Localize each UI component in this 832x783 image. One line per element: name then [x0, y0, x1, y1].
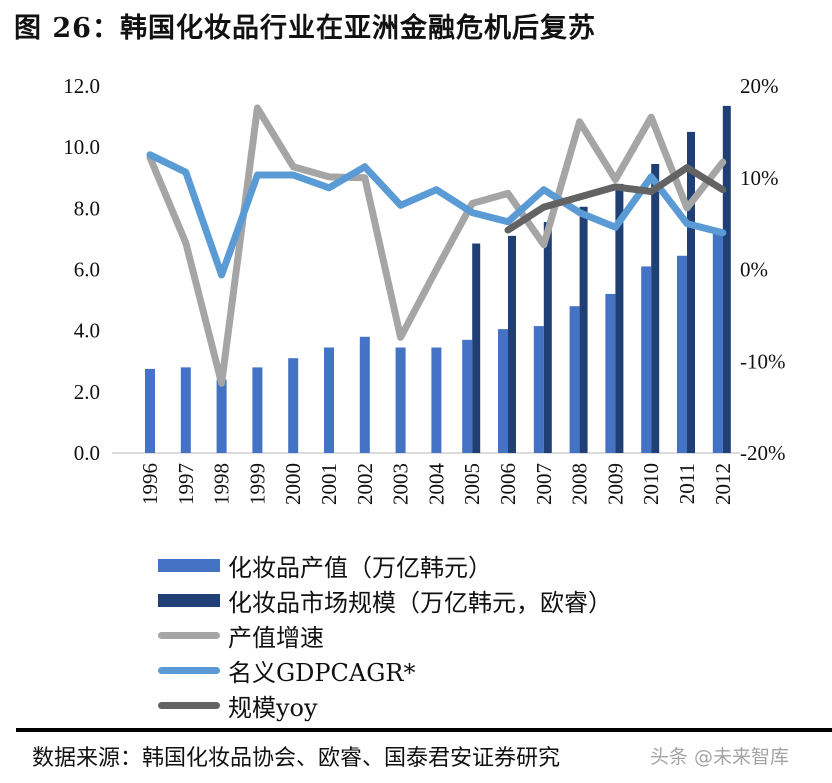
x-tick-label: 2007 — [532, 463, 556, 505]
legend-label: 产值增速 — [228, 624, 324, 652]
bar-production — [533, 326, 544, 453]
bar-market — [543, 222, 552, 453]
x-tick-label: 1999 — [245, 463, 269, 505]
x-tick-label: 2008 — [568, 463, 592, 505]
x-tick-label: 2005 — [460, 463, 484, 505]
bar-production — [324, 347, 334, 453]
x-tick-label: 2003 — [389, 463, 413, 505]
bar-production — [462, 339, 473, 453]
y-left-tick-label: 12.0 — [63, 74, 100, 98]
legend-swatch — [158, 702, 220, 709]
bar-production — [641, 266, 652, 453]
y-right-tick-label: 10% — [740, 166, 779, 190]
watermark: 头条 @未来智库 — [650, 746, 790, 768]
legend-swatch — [158, 667, 220, 674]
x-tick-label: 2000 — [281, 463, 305, 505]
bar-market — [472, 243, 481, 453]
bar-production — [395, 347, 406, 453]
bar-production — [712, 232, 723, 453]
y-left-tick-label: 8.0 — [74, 196, 100, 220]
bar-market — [651, 163, 660, 454]
bar-production — [252, 367, 263, 453]
bar-production — [180, 367, 191, 453]
bar-market — [615, 183, 624, 453]
y-right-tick-label: 20% — [740, 74, 779, 98]
legend-item-production: 化妆品产值（万亿韩元） — [158, 548, 612, 583]
x-tick-label: 2006 — [496, 463, 520, 505]
bar-production — [145, 368, 155, 453]
x-tick-label: 1997 — [174, 463, 198, 505]
legend-label: 化妆品市场规模（万亿韩元，欧睿） — [228, 589, 612, 617]
legend: 化妆品产值（万亿韩元） 化妆品市场规模（万亿韩元，欧睿） 产值增速 名义GDPC… — [158, 548, 612, 723]
x-tick-label: 2002 — [353, 463, 377, 505]
source-note: 数据来源：韩国化妆品协会、欧睿、国泰君安证券研究 — [32, 746, 561, 771]
y-left-tick-label: 2.0 — [74, 380, 100, 404]
x-tick-label: 1998 — [210, 463, 234, 505]
chart-title: 图 26：韩国化妆品行业在亚洲金融危机后复苏 — [14, 13, 596, 44]
y-right-tick-label: -20% — [740, 441, 786, 465]
y-right-tick-label: -10% — [740, 349, 786, 373]
bar-market — [687, 131, 695, 453]
y-right-tick-label: 0% — [740, 258, 768, 282]
bar-market — [579, 206, 588, 453]
bar-production — [498, 329, 508, 453]
legend-swatch — [158, 594, 220, 607]
combo-chart: 0.0 2.0 4.0 6.0 8.0 10.0 12.0 -20% -10% 0% 10% 20% 1… — [63, 74, 786, 506]
bar-production — [359, 336, 370, 453]
y-left-tick-label: 6.0 — [74, 258, 100, 282]
x-tick-label: 2010 — [639, 463, 663, 505]
legend-label: 规模yoy — [228, 694, 318, 722]
legend-item-growth: 产值增速 — [158, 618, 612, 653]
legend-label: 名义GDPCAGR* — [228, 659, 416, 687]
y-left-tick-label: 10.0 — [63, 135, 100, 159]
legend-swatch — [158, 559, 220, 572]
bar-production — [677, 255, 687, 453]
x-tick-label: 2012 — [711, 463, 735, 505]
divider — [16, 728, 832, 732]
bar-production — [605, 293, 616, 453]
x-tick-label: 2001 — [317, 463, 341, 505]
line-production-growth — [146, 104, 727, 387]
bar-production — [431, 347, 442, 453]
y-left-tick-label: 4.0 — [74, 319, 100, 343]
x-tick-label: 1996 — [138, 463, 162, 505]
legend-item-gdp: 名义GDPCAGR* — [158, 653, 612, 688]
y-left-tick-label: 0.0 — [74, 441, 100, 465]
bar-production — [216, 379, 227, 453]
x-tick-label: 2004 — [424, 463, 448, 506]
legend-item-market: 化妆品市场规模（万亿韩元，欧睿） — [158, 583, 612, 618]
legend-swatch — [158, 632, 220, 639]
bar-production — [288, 358, 299, 453]
x-tick-label: 2011 — [675, 463, 699, 504]
bar-market — [722, 105, 731, 454]
legend-item-yoy: 规模yoy — [158, 688, 612, 723]
x-tick-label: 2009 — [603, 463, 627, 505]
legend-label: 化妆品产值（万亿韩元） — [228, 554, 492, 582]
bar-market — [508, 235, 516, 453]
bar-production — [569, 306, 580, 453]
